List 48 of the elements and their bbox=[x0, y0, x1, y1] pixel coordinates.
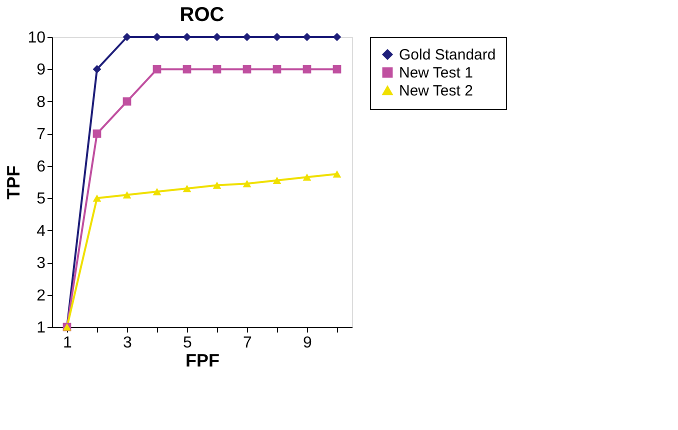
point bbox=[302, 65, 312, 74]
point bbox=[122, 32, 132, 42]
y-tick-label: 10 bbox=[28, 30, 46, 46]
point bbox=[272, 176, 282, 184]
y-tick-label: 7 bbox=[36, 126, 46, 144]
point bbox=[302, 32, 312, 42]
x-tick-label: 5 bbox=[183, 334, 192, 352]
y-tick-label: 8 bbox=[36, 94, 46, 111]
point bbox=[92, 65, 102, 74]
point bbox=[182, 32, 192, 42]
point bbox=[122, 97, 132, 106]
x-tick-label: 3 bbox=[123, 334, 132, 352]
point bbox=[242, 180, 252, 188]
x-axis-title: FPF bbox=[186, 350, 220, 370]
y-tick-label: 5 bbox=[36, 190, 46, 208]
y-tick-label: 4 bbox=[36, 222, 46, 240]
point bbox=[332, 32, 342, 42]
point bbox=[302, 174, 312, 181]
x-tick-label: 9 bbox=[303, 334, 312, 352]
point bbox=[242, 32, 252, 42]
point bbox=[212, 182, 222, 189]
point bbox=[332, 65, 342, 74]
y-tick-label: 6 bbox=[36, 158, 46, 176]
x-tick-label: 1 bbox=[63, 334, 72, 352]
point bbox=[182, 184, 192, 192]
x-tick-label: 7 bbox=[243, 334, 252, 352]
legend-label: New Test 1 bbox=[399, 64, 473, 82]
point bbox=[122, 191, 132, 199]
point bbox=[272, 65, 282, 74]
point bbox=[272, 32, 282, 42]
point bbox=[242, 65, 252, 74]
y-tick-label: 2 bbox=[36, 287, 46, 304]
y-axis-title: TPF bbox=[4, 166, 24, 200]
point bbox=[152, 32, 162, 42]
point bbox=[152, 65, 162, 74]
point bbox=[212, 32, 222, 42]
legend-label: New Test 2 bbox=[399, 82, 473, 100]
y-tick-label: 1 bbox=[36, 320, 46, 336]
chart-title: ROC bbox=[180, 4, 224, 26]
point bbox=[332, 170, 342, 178]
point bbox=[92, 129, 102, 138]
legend-label: Gold Standard bbox=[399, 46, 496, 64]
point bbox=[92, 194, 102, 202]
y-tick-label: 3 bbox=[36, 255, 46, 272]
point bbox=[212, 65, 222, 74]
point bbox=[152, 188, 162, 196]
point bbox=[182, 65, 192, 74]
y-tick-label: 9 bbox=[36, 62, 46, 79]
